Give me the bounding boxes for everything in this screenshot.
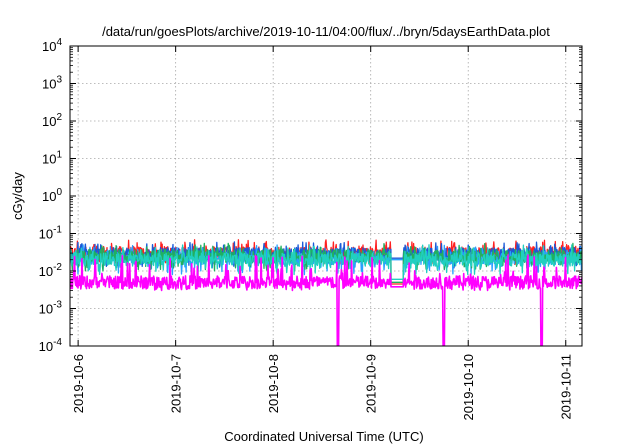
x-tick-label: 2019-10-11 [559,354,574,420]
y-tick-label: 101 [42,150,62,167]
y-tick-labels: 10-4 10-3 10-2 10-1 100 101 102 103 104 [39,37,63,354]
y-tick-label: 100 [42,187,62,204]
x-tick-label: 2019-10-9 [364,354,379,413]
x-tick-label: 2019-10-10 [461,354,476,421]
series-line [70,254,582,346]
y-tick-label: 10-2 [39,262,63,279]
x-axis-label: Coordinated Universal Time (UTC) [224,429,423,444]
chart-title: /data/run/goesPlots/archive/2019-10-11/0… [102,24,550,39]
y-tick-label: 10-4 [39,337,63,354]
series-line [70,242,582,283]
y-tick-label: 102 [42,112,62,129]
y-axis-label: cGy/day [10,172,25,220]
y-tick-label: 10-3 [39,300,63,317]
x-tick-labels: 2019-10-6 2019-10-7 2019-10-8 2019-10-9 2019… [71,354,574,421]
series-line [70,244,582,280]
x-tick-label: 2019-10-6 [71,354,86,413]
y-tick-label: 104 [42,37,62,54]
x-tick-label: 2019-10-8 [266,354,281,413]
y-tick-label: 103 [42,75,62,92]
x-tick-label: 2019-10-7 [169,354,184,413]
series-layer [70,239,582,346]
plot-frame [69,45,583,347]
axes [69,45,583,347]
y-tick-label: 10-1 [39,225,63,242]
